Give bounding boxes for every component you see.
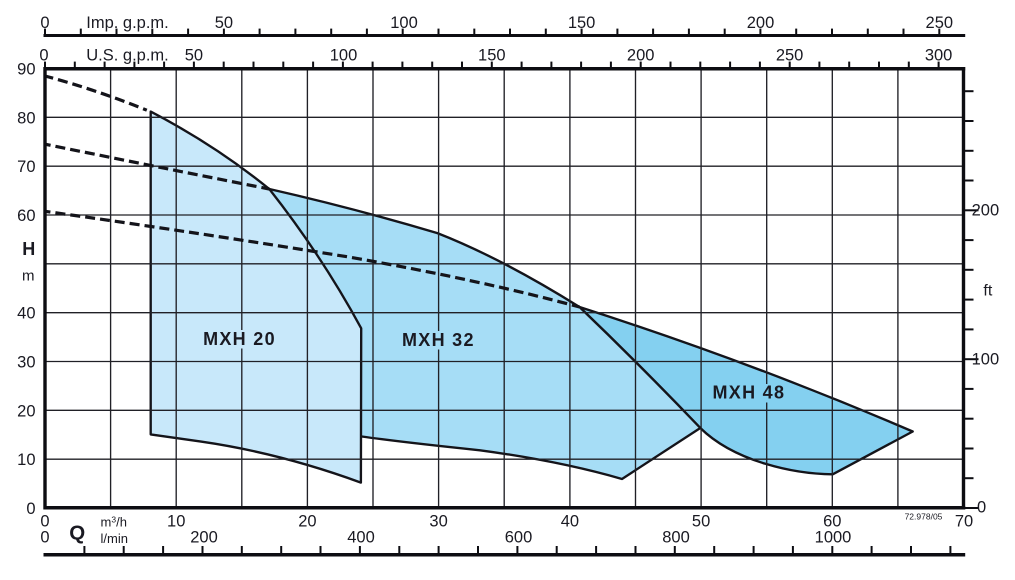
svg-text:0: 0 — [40, 528, 49, 546]
svg-text:100: 100 — [972, 351, 1000, 369]
svg-text:50: 50 — [185, 47, 203, 65]
svg-text:0: 0 — [26, 500, 35, 518]
svg-text:200: 200 — [972, 202, 1000, 220]
svg-text:400: 400 — [347, 528, 375, 546]
svg-text:250: 250 — [776, 47, 804, 65]
svg-text:200: 200 — [747, 14, 775, 32]
svg-text:1000: 1000 — [815, 528, 852, 546]
svg-text:0: 0 — [40, 14, 49, 32]
svg-text:300: 300 — [925, 47, 953, 65]
svg-text:0: 0 — [39, 47, 48, 65]
svg-text:10: 10 — [167, 513, 185, 531]
svg-text:10: 10 — [17, 451, 35, 469]
svg-text:Q: Q — [69, 522, 85, 545]
svg-text:50: 50 — [215, 14, 233, 32]
svg-text:600: 600 — [505, 528, 533, 546]
svg-text:200: 200 — [627, 47, 655, 65]
svg-text:Imp. g.p.m.: Imp. g.p.m. — [86, 14, 169, 32]
svg-text:H: H — [22, 239, 35, 259]
svg-text:800: 800 — [662, 528, 690, 546]
svg-text:80: 80 — [17, 109, 35, 127]
svg-text:m3/h: m3/h — [101, 515, 127, 530]
svg-text:0: 0 — [977, 498, 986, 516]
svg-text:250: 250 — [926, 14, 954, 32]
svg-text:MXH 20: MXH 20 — [203, 329, 276, 349]
svg-text:40: 40 — [17, 305, 35, 323]
svg-text:30: 30 — [429, 513, 447, 531]
svg-text:200: 200 — [190, 528, 218, 546]
svg-text:100: 100 — [330, 47, 358, 65]
svg-text:60: 60 — [823, 513, 841, 531]
svg-text:MXH 48: MXH 48 — [712, 383, 785, 403]
svg-text:150: 150 — [478, 47, 506, 65]
svg-text:MXH 32: MXH 32 — [402, 330, 475, 350]
svg-text:0: 0 — [40, 513, 49, 531]
svg-text:70: 70 — [955, 513, 973, 531]
svg-text:50: 50 — [692, 513, 710, 531]
svg-text:72.978/05: 72.978/05 — [905, 512, 943, 522]
svg-text:40: 40 — [561, 513, 579, 531]
svg-text:30: 30 — [17, 354, 35, 372]
svg-text:20: 20 — [17, 402, 35, 420]
svg-text:20: 20 — [298, 513, 316, 531]
svg-text:m: m — [22, 268, 35, 285]
svg-text:U.S. g.p.m.: U.S. g.p.m. — [86, 47, 169, 65]
svg-text:ft: ft — [983, 283, 992, 300]
svg-text:100: 100 — [390, 14, 418, 32]
svg-text:70: 70 — [17, 158, 35, 176]
svg-text:l/min: l/min — [101, 531, 128, 546]
svg-text:60: 60 — [17, 207, 35, 225]
svg-text:90: 90 — [17, 61, 35, 79]
svg-text:150: 150 — [568, 14, 596, 32]
